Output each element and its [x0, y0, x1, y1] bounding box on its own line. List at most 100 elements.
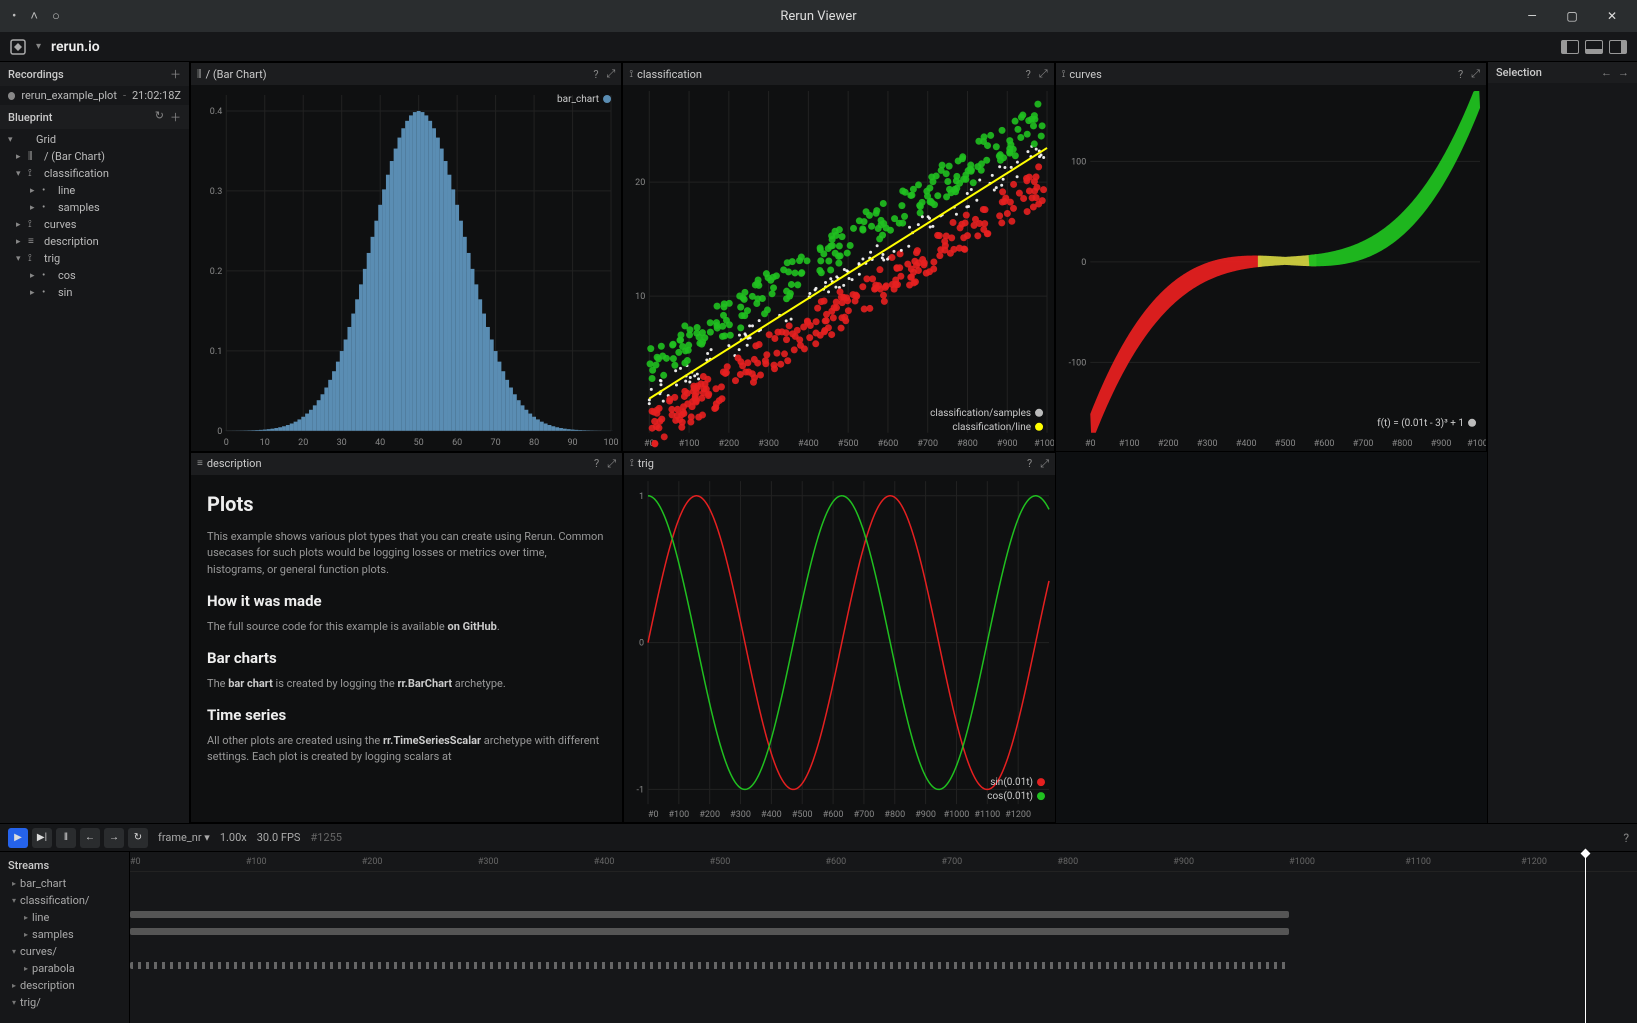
layout-right-button[interactable]	[1609, 40, 1627, 54]
app-header: ▾ rerun.io	[0, 32, 1637, 62]
selection-back-button[interactable]: ←	[1601, 66, 1612, 79]
blueprint-header: Blueprint ↻ ＋	[0, 105, 189, 129]
svg-text:#100: #100	[679, 439, 700, 449]
desc-p1: This example shows various plot types th…	[207, 529, 606, 579]
add-recording-button[interactable]: ＋	[170, 66, 181, 82]
svg-text:cos(0.01t): cos(0.01t)	[987, 790, 1033, 802]
tree-item[interactable]: ▸•sin	[0, 284, 189, 301]
desc-h1: Plots	[207, 489, 606, 519]
stream-item[interactable]: ▸parabola	[0, 960, 129, 977]
back-button[interactable]: ←	[80, 828, 100, 848]
tree-item[interactable]: ▾Grid	[0, 131, 189, 148]
timeline-help-button[interactable]: ?	[1623, 831, 1629, 845]
playback-fps[interactable]: 30.0 FPS	[257, 831, 301, 844]
play-button[interactable]: ▶	[8, 828, 28, 848]
panel-description-header[interactable]: ≡ description ? ⤢	[191, 453, 622, 475]
svg-text:#500: #500	[792, 810, 813, 820]
stream-item[interactable]: ▾trig/	[0, 994, 129, 1011]
stream-item[interactable]: ▸bar_chart	[0, 875, 129, 892]
blueprint-tree: ▾Grid▸⫼/ (Bar Chart)▾⟟classification▸•li…	[0, 129, 189, 303]
blueprint-reset-button[interactable]: ↻	[155, 109, 164, 125]
titlebar-up-icon[interactable]: ˄	[30, 8, 38, 24]
panel-expand-button[interactable]: ⤢	[1471, 67, 1480, 81]
panel-help-button[interactable]: ?	[593, 68, 598, 81]
desc-h2c: Time series	[207, 704, 606, 727]
svg-text:20: 20	[635, 178, 645, 188]
cursor-frame: #1255	[310, 831, 342, 844]
desc-p2: The full source code for this example is…	[207, 619, 606, 636]
curves-canvas[interactable]: -1000100#0#100#200#300#400#500#600#700#8…	[1056, 85, 1486, 451]
maximize-button[interactable]: ▢	[1555, 4, 1589, 28]
panel-curves-header[interactable]: ⟟ curves ? ⤢	[1056, 63, 1486, 85]
layout-bottom-button[interactable]	[1585, 40, 1603, 54]
titlebar-circle-icon[interactable]: ○	[52, 8, 60, 24]
titlebar-dot-icon[interactable]: •	[12, 9, 16, 24]
panel-trig: ⟟ trig ? ⤢ -101sin(0.01t)cos(0.01t)#0#10…	[623, 452, 1056, 823]
timeline-tracks[interactable]: #0#100#200#300#400#500#600#700#800#900#1…	[130, 852, 1637, 1023]
bar-chart-canvas[interactable]: 00.10.20.30.40102030405060708090100bar_c…	[191, 85, 621, 451]
tree-item[interactable]: ▸≡description	[0, 233, 189, 250]
description-body: Plots This example shows various plot ty…	[191, 475, 622, 822]
panel-bar-chart-header[interactable]: ⫼ / (Bar Chart) ? ⤢	[191, 63, 621, 85]
svg-text:classification/line: classification/line	[953, 421, 1032, 433]
panel-expand-button[interactable]: ⤢	[607, 67, 616, 81]
tree-item[interactable]: ▸•line	[0, 182, 189, 199]
layout-left-button[interactable]	[1561, 40, 1579, 54]
tree-item[interactable]: ▸⟟curves	[0, 216, 189, 233]
text-icon: ≡	[197, 458, 203, 469]
blueprint-header-label: Blueprint	[8, 111, 52, 124]
classification-canvas[interactable]: 1020#0#100#200#300#400#500#600#700#800#9…	[623, 85, 1053, 451]
selection-fwd-button[interactable]: →	[1618, 66, 1629, 79]
panel-trig-header[interactable]: ⟟ trig ? ⤢	[624, 453, 1055, 475]
svg-text:90: 90	[568, 438, 578, 448]
recording-item[interactable]: rerun_example_plot - 21:02:18Z	[0, 86, 189, 105]
panel-classification-header[interactable]: ⟟ classification ? ⤢	[623, 63, 1053, 85]
panel-expand-button[interactable]: ⤢	[1040, 457, 1049, 471]
viewport: ⫼ / (Bar Chart) ? ⤢ 00.10.20.30.40102030…	[190, 62, 1487, 823]
tree-item[interactable]: ▾⟟classification	[0, 165, 189, 182]
frame-nr-select[interactable]: frame_nr ▾	[158, 831, 210, 844]
svg-text:#500: #500	[1274, 439, 1295, 449]
trig-canvas[interactable]: -101sin(0.01t)cos(0.01t)#0#100#200#300#4…	[624, 475, 1055, 822]
svg-text:60: 60	[452, 438, 462, 448]
svg-text:#400: #400	[798, 439, 819, 449]
fwd-button[interactable]: →	[104, 828, 124, 848]
step-fwd-button[interactable]: ▶|	[32, 828, 52, 848]
loop-button[interactable]: ↻	[128, 828, 148, 848]
close-button[interactable]: ✕	[1595, 4, 1629, 28]
streams-header: Streams	[0, 856, 129, 875]
minimize-button[interactable]: —	[1515, 4, 1549, 28]
svg-text:f(t) = (0.01t - 3)³ + 1: f(t) = (0.01t - 3)³ + 1	[1377, 417, 1464, 429]
svg-text:0: 0	[224, 438, 229, 448]
panel-expand-button[interactable]: ⤢	[607, 457, 616, 471]
tree-item[interactable]: ▸•samples	[0, 199, 189, 216]
svg-text:#200: #200	[699, 810, 720, 820]
panel-description-title: description	[207, 457, 586, 470]
desc-h2a: How it was made	[207, 590, 606, 613]
stream-item[interactable]: ▾curves/	[0, 943, 129, 960]
stream-item[interactable]: ▸description	[0, 977, 129, 994]
stream-item[interactable]: ▸line	[0, 909, 129, 926]
svg-text:#900: #900	[915, 810, 936, 820]
blueprint-add-button[interactable]: ＋	[170, 109, 181, 125]
github-link[interactable]: on GitHub	[448, 620, 497, 633]
svg-text:#0: #0	[648, 810, 659, 820]
panel-help-button[interactable]: ?	[1027, 457, 1032, 470]
svg-text:0.3: 0.3	[210, 187, 222, 197]
panel-help-button[interactable]: ?	[594, 457, 599, 470]
stream-item[interactable]: ▾classification/	[0, 892, 129, 909]
panel-expand-button[interactable]: ⤢	[1039, 67, 1048, 81]
svg-text:bar_chart: bar_chart	[557, 94, 599, 105]
tree-item[interactable]: ▸•cos	[0, 267, 189, 284]
app-menu-caret-icon[interactable]: ▾	[36, 41, 41, 52]
plot-icon: ⟟	[630, 458, 634, 469]
svg-text:1: 1	[639, 492, 644, 502]
stream-item[interactable]: ▸samples	[0, 926, 129, 943]
panel-help-button[interactable]: ?	[1458, 68, 1463, 81]
tree-item[interactable]: ▸⫼/ (Bar Chart)	[0, 148, 189, 165]
tree-item[interactable]: ▾⟟trig	[0, 250, 189, 267]
playback-speed[interactable]: 1.00x	[220, 831, 247, 844]
pause-button[interactable]: ‖	[56, 828, 76, 848]
panel-help-button[interactable]: ?	[1026, 68, 1031, 81]
svg-text:#200: #200	[1158, 439, 1179, 449]
